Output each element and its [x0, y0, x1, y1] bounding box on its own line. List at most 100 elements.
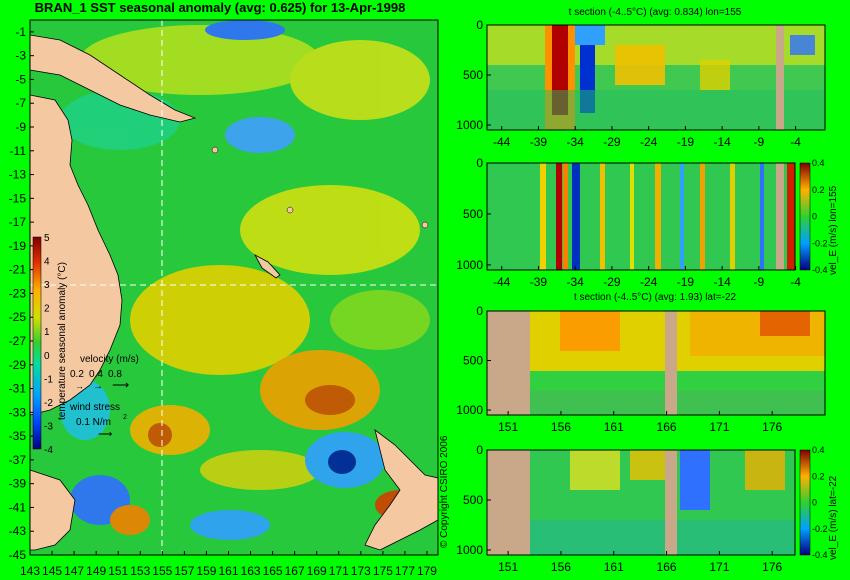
map-y-tick-label: -19 — [9, 239, 27, 253]
wind-key-value: 0.1 N/m — [76, 417, 111, 428]
land-new-caledonia — [254, 254, 281, 279]
sst-colorbar-tick-label: 0 — [44, 351, 50, 362]
map-x-tick-label: 151 — [108, 564, 128, 578]
map-x-tick-label: 175 — [373, 564, 393, 578]
land-new-guinea — [29, 34, 197, 123]
map-y-tick-label: -31 — [9, 382, 27, 396]
map-y-tick-label: -35 — [9, 429, 27, 443]
map-y-tick-label: -39 — [9, 477, 27, 491]
copyright: © Copyright CSIRO 2006 — [439, 435, 450, 548]
sst-colorbar-tick-label: -3 — [44, 421, 53, 432]
x-tick-label: -39 — [530, 275, 548, 289]
land-tasmania — [29, 469, 76, 551]
panel2-ticks: -44 -39 -34 -29 -24 -19 -14 -9 -4 0 500 1000 — [456, 156, 801, 289]
map-x-tick-label: 169 — [307, 564, 327, 578]
sst-colorbar-ticks: 5 4 3 2 1 0 -1 -2 -3 -4 — [44, 233, 53, 456]
velocity-arrow-icon: ⟶ — [112, 378, 129, 392]
map-x-tick-label: 155 — [152, 564, 172, 578]
x-tick-label: -39 — [530, 135, 548, 149]
panel4-colorbar-label: vel_E (m/s) lat=-22 — [828, 475, 839, 560]
map-y-tick-label: -13 — [9, 168, 27, 182]
map-y-tick-label: -3 — [15, 49, 26, 63]
x-tick-label: -34 — [567, 275, 585, 289]
y-tick-label: 0 — [476, 156, 483, 170]
island — [286, 206, 294, 214]
x-tick-label: 161 — [604, 560, 624, 574]
velocity-colorbar-tick-label: 0.4 — [812, 445, 825, 455]
map-x-tick-label: 157 — [174, 564, 194, 578]
map-y-tick-label: -25 — [9, 310, 27, 324]
panel2-plot — [486, 162, 796, 271]
sst-colorbar-tick-label: -4 — [44, 445, 53, 456]
sst-colorbar-tick-label: 3 — [44, 280, 50, 291]
panel4-colorbar-ticks: 0.4 0.2 0 -0.2 -0.4 — [812, 445, 828, 560]
map-x-tick-label: 177 — [395, 564, 415, 578]
panel3-ticks: 151 156 161 166 171 176 0 500 1000 — [456, 304, 782, 434]
x-tick-label: -9 — [754, 275, 765, 289]
sst-colorbar-tick-label: -2 — [44, 398, 53, 409]
map-frame — [29, 19, 439, 556]
sst-colorbar-tick-label: -1 — [44, 374, 53, 385]
velocity-colorbar-tick-label: 0.2 — [812, 471, 825, 481]
x-tick-label: 166 — [657, 560, 677, 574]
velocity-colorbar-tick-label: 0 — [812, 498, 817, 508]
sst-map — [29, 19, 439, 556]
y-tick-label: 1000 — [456, 403, 483, 417]
x-tick-label: -9 — [754, 135, 765, 149]
panel1-plot — [486, 24, 826, 131]
x-tick-label: 151 — [498, 420, 518, 434]
x-tick-label: -24 — [640, 275, 658, 289]
panel2-colorbar-label: vel_E (m/s) lon=155 — [828, 185, 839, 275]
map-x-tick-label: 161 — [218, 564, 238, 578]
map-x-tick-label: 173 — [351, 564, 371, 578]
panel4-plot — [486, 449, 796, 556]
velocity-colorbar-tick-label: 0.4 — [812, 158, 825, 168]
map-y-tick-label: -9 — [15, 120, 26, 134]
island — [421, 221, 429, 229]
x-tick-label: 151 — [498, 560, 518, 574]
wind-key: wind stress 0.1 N/m 2 ⟶ — [69, 402, 127, 440]
x-tick-label: -14 — [713, 135, 731, 149]
anomaly-patches — [60, 20, 430, 540]
map-y-tick-label: -45 — [9, 548, 27, 562]
x-tick-label: -24 — [640, 135, 658, 149]
y-tick-label: 1000 — [456, 118, 483, 132]
map-x-tick-label: 171 — [329, 564, 349, 578]
map-y-tick-label: -1 — [15, 25, 26, 39]
map-y-tick-label: -23 — [9, 286, 27, 300]
map-x-tick-label: 163 — [241, 564, 261, 578]
y-tick-label: 500 — [463, 493, 483, 507]
y-tick-label: 500 — [463, 207, 483, 221]
x-tick-label: -14 — [713, 275, 731, 289]
map-y-tick-label: -11 — [10, 144, 27, 158]
panel4-colorbar: 0.4 0.2 0 -0.2 -0.4 vel_E (m/s) lat=-22 — [799, 445, 839, 560]
panel3-title: t section (-4..5°C) (avg: 1.93) lat=-22 — [574, 292, 737, 303]
island — [211, 146, 219, 154]
x-tick-label: 156 — [551, 560, 571, 574]
map-y-tick-label: -33 — [9, 405, 27, 419]
panel2-colorbar-ticks: 0.4 0.2 0 -0.2 -0.4 — [812, 158, 828, 275]
velocity-colorbar-tick-label: -0.2 — [812, 238, 828, 248]
sst-colorbar-label: temperature seasonal anomaly (°C) — [57, 262, 68, 420]
map-y-tick-label: -7 — [15, 96, 26, 110]
map-y-tick-label: -21 — [9, 263, 27, 277]
map-y-tick-label: -41 — [9, 500, 27, 514]
x-tick-label: 171 — [709, 420, 729, 434]
y-tick-label: 0 — [476, 304, 483, 318]
velocity-key-value-1: 0.2 — [70, 369, 84, 380]
map-x-ticks: 143 145 147 149 151 153 155 157 159 161 163 165 167 1… — [20, 551, 437, 578]
map-y-tick-label: -5 — [15, 72, 26, 86]
map-x-tick-label: 167 — [285, 564, 305, 578]
x-tick-label: -44 — [493, 135, 511, 149]
y-tick-label: 0 — [476, 18, 483, 32]
velocity-colorbar-tick-label: -0.4 — [812, 265, 828, 275]
map-y-tick-label: -17 — [9, 215, 27, 229]
panel1-ticks: -44 -39 -34 -29 -24 -19 -14 -9 -4 0 500 1000 — [456, 18, 801, 149]
velocity-key-label: velocity (m/s) — [80, 354, 139, 365]
x-tick-label: 176 — [762, 420, 782, 434]
panel1-title: t section (-4..5°C) (avg: 0.834) lon=155 — [569, 7, 742, 18]
velocity-key-value-3: 0.8 — [108, 369, 122, 380]
sst-colorbar-fill — [32, 236, 42, 450]
map-x-tick-label: 149 — [86, 564, 106, 578]
x-tick-label: -19 — [677, 275, 695, 289]
